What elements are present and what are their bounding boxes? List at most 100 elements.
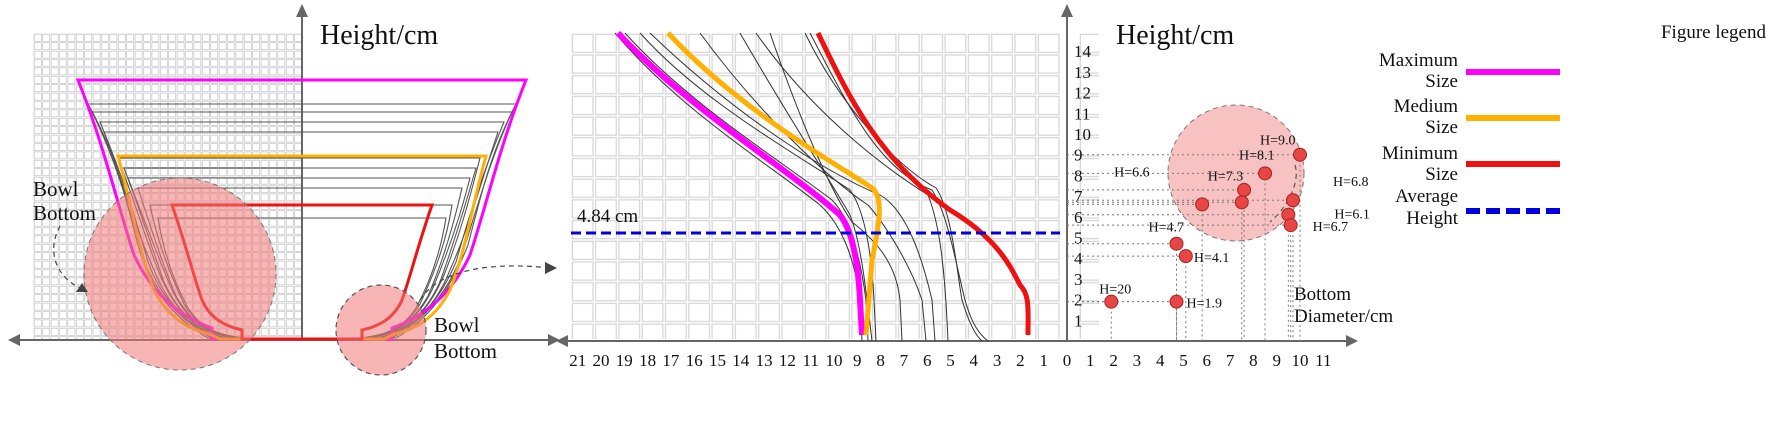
legend-average-line1: Average bbox=[1395, 186, 1458, 207]
scatter-point bbox=[1169, 236, 1184, 251]
right-y-axis-arrow bbox=[1061, 4, 1073, 17]
y-tick-label: 5 bbox=[1074, 229, 1083, 248]
y-tick-label: 8 bbox=[1074, 166, 1083, 185]
scatter-point bbox=[1169, 294, 1184, 309]
x-tick-label: 17 bbox=[662, 351, 680, 370]
average-height-label: 4.84 cm bbox=[577, 206, 638, 227]
scatter-point bbox=[1283, 218, 1298, 233]
x-tick-label: 7 bbox=[900, 351, 909, 370]
y-tick-label: 6 bbox=[1074, 208, 1083, 227]
scatter-point bbox=[1104, 294, 1119, 309]
right-x-axis-arrow-left bbox=[556, 335, 568, 347]
x-axis-title-line1: Bottom bbox=[1294, 284, 1351, 305]
point-label: H=1.9 bbox=[1187, 297, 1223, 312]
y-tick-label: 1 bbox=[1074, 311, 1083, 330]
legend-min-line2: Size bbox=[1425, 164, 1458, 185]
scatter-point bbox=[1293, 147, 1307, 162]
main-grid bbox=[571, 33, 1060, 339]
x-tick-label: 6 bbox=[1203, 351, 1212, 370]
left-bowl-bottom-label-line2: Bottom bbox=[33, 201, 96, 225]
y-tick-label: 12 bbox=[1074, 84, 1091, 103]
point-label: H=4.7 bbox=[1149, 221, 1185, 236]
x-tick-label: 8 bbox=[876, 351, 885, 370]
x-tick-label: 8 bbox=[1249, 351, 1258, 370]
left-bowl-bottom-highlight-small bbox=[335, 284, 427, 376]
x-tick-label: 10 bbox=[1292, 351, 1309, 370]
y-tick-label: 11 bbox=[1074, 104, 1090, 123]
x-tick-label: 2 bbox=[1016, 351, 1025, 370]
legend-average-line2: Height bbox=[1406, 208, 1458, 229]
point-label: H=6.1 bbox=[1334, 208, 1370, 223]
scatter-point bbox=[1237, 182, 1252, 197]
y-tick-label: 4 bbox=[1074, 249, 1083, 268]
left-bowl-bottom-leader bbox=[53, 225, 85, 291]
zoom-grid bbox=[1079, 33, 1099, 339]
right-bowl-bottom-label-line1: Bowl bbox=[434, 313, 480, 337]
legend: Figure legend Maximum Size Medium Size M… bbox=[1379, 22, 1767, 229]
point-label: H=7.3 bbox=[1208, 169, 1244, 184]
x-tick-label: 15 bbox=[709, 351, 726, 370]
right-axis-title: Height/cm bbox=[1116, 20, 1234, 51]
legend-medium-line1: Medium bbox=[1394, 96, 1459, 117]
scatter-point bbox=[1286, 193, 1301, 208]
scatter-point bbox=[1178, 249, 1193, 264]
legend-title: Figure legend bbox=[1661, 22, 1767, 43]
right-x-axis-arrow-right bbox=[1346, 335, 1358, 347]
right-bowl-bottom-label-line2: Bottom bbox=[434, 339, 497, 363]
y-tick-label: 2 bbox=[1074, 291, 1083, 310]
medium-size-curve bbox=[666, 31, 882, 336]
legend-medium-line2: Size bbox=[1425, 117, 1458, 138]
scatter-highlight-arc bbox=[1269, 164, 1297, 223]
left-bowl-bottom-leader-arrow bbox=[76, 283, 88, 292]
x-tick-label: 11 bbox=[803, 351, 819, 370]
x-tick-label: 21 bbox=[569, 351, 586, 370]
y-tick-label: 13 bbox=[1074, 63, 1091, 82]
x-tick-label: 5 bbox=[946, 351, 955, 370]
zoom-leader-arrow bbox=[545, 262, 557, 274]
right-panel: Height/cm 4.84 cm 21 20 19 18 17 16 15 14 13 12 11… bbox=[556, 4, 1393, 370]
x-tick-label: 13 bbox=[756, 351, 773, 370]
max-size-curve bbox=[615, 30, 865, 336]
y-tick-label: 3 bbox=[1074, 270, 1083, 289]
x-tick-label: 4 bbox=[1156, 351, 1165, 370]
x-tick-label: 4 bbox=[970, 351, 979, 370]
left-y-axis-arrow bbox=[296, 4, 308, 17]
point-label: H=6.7 bbox=[1313, 220, 1349, 235]
x-tick-label: 3 bbox=[993, 351, 1002, 370]
x-tick-label: 10 bbox=[826, 351, 843, 370]
x-tick-label: 20 bbox=[593, 351, 610, 370]
x-tick-label: 12 bbox=[779, 351, 796, 370]
x-tick-label: 19 bbox=[616, 351, 633, 370]
left-x-axis-arrow-left bbox=[8, 334, 20, 346]
x-tick-label: 2 bbox=[1109, 351, 1118, 370]
x-tick-label: 0 bbox=[1063, 351, 1072, 370]
min-size-curve bbox=[815, 31, 1031, 336]
y-tick-label: 10 bbox=[1074, 125, 1091, 144]
scatter-point bbox=[1195, 197, 1210, 212]
y-tick-label: 7 bbox=[1074, 187, 1083, 206]
point-label: H=8.1 bbox=[1239, 148, 1275, 163]
y-tick-label: 14 bbox=[1074, 42, 1092, 61]
x-tick-label: 6 bbox=[923, 351, 932, 370]
scatter-point bbox=[1258, 166, 1273, 181]
x-axis-title-line2: Diameter/cm bbox=[1294, 306, 1393, 327]
left-bowl-bottom-label-line1: Bowl bbox=[33, 177, 79, 201]
left-axis-title: Height/cm bbox=[320, 20, 438, 51]
x-tick-label: 11 bbox=[1315, 351, 1331, 370]
x-tick-label: 18 bbox=[639, 351, 656, 370]
left-x-axis-arrow-right bbox=[548, 334, 560, 346]
point-label: H=9.0 bbox=[1260, 134, 1296, 149]
x-tick-label: 9 bbox=[1272, 351, 1281, 370]
x-tick-label: 7 bbox=[1226, 351, 1235, 370]
x-tick-label: 1 bbox=[1039, 351, 1048, 370]
scatter-layer: H=20H=1.9H=4.7H=4.1H=6.6 H=7.3H=8.1H=6.1H… bbox=[1067, 134, 1370, 341]
left-bowl-bottom-highlight-large bbox=[83, 177, 277, 371]
point-label: H=20 bbox=[1099, 283, 1131, 298]
point-label: H=6.8 bbox=[1333, 175, 1369, 190]
zoom-leader bbox=[419, 265, 551, 301]
x-tick-label: 16 bbox=[686, 351, 703, 370]
x-ticks: 21 20 19 18 17 16 15 14 13 12 11 10 9 8 7 6 5 4 3 2 1 0 1 2 3 4 5 6… bbox=[569, 351, 1331, 370]
x-tick-label: 9 bbox=[853, 351, 862, 370]
x-tick-label: 14 bbox=[732, 351, 750, 370]
